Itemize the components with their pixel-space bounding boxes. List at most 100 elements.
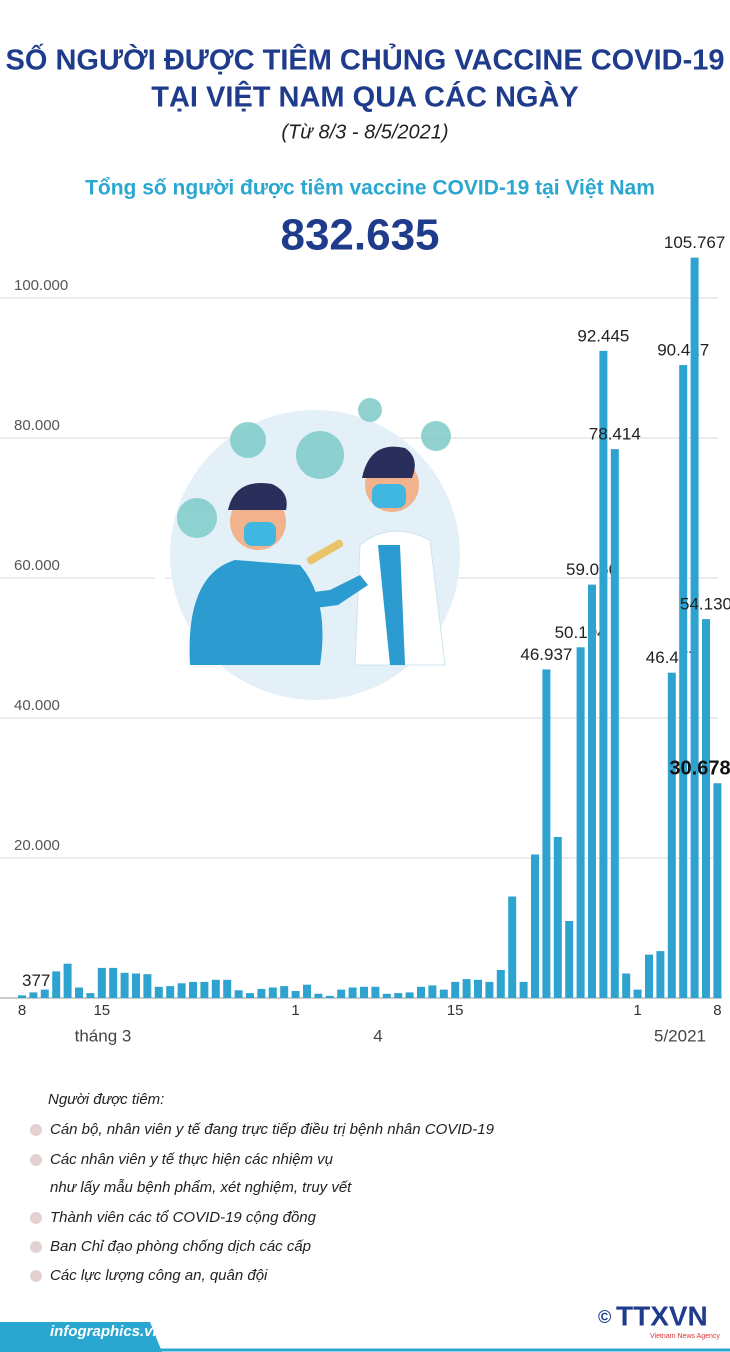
- bar: [690, 257, 699, 999]
- bar: [143, 974, 152, 998]
- bar: [132, 973, 140, 998]
- bar: [18, 995, 26, 998]
- bar: [496, 970, 505, 998]
- bar: [599, 350, 608, 998]
- value-label: 90.417: [657, 341, 709, 360]
- bar: [97, 967, 106, 998]
- note-item: như lấy mẫu bệnh phẩm, xét nghiệm, truy …: [50, 1179, 352, 1196]
- y-tick-label: 40.000: [14, 697, 60, 714]
- x-tick-label: 8: [713, 1002, 721, 1019]
- bar: [542, 669, 551, 998]
- note-item: Cán bộ, nhân viên y tế đang trực tiếp đi…: [50, 1121, 495, 1138]
- copyright: ©: [598, 1307, 611, 1327]
- bar: [291, 991, 300, 998]
- bar: [246, 993, 254, 998]
- total-value: 832.635: [280, 211, 439, 260]
- bar: [40, 989, 49, 998]
- value-label: 46.477: [646, 648, 698, 667]
- bar: [63, 963, 72, 998]
- bar: [679, 365, 688, 998]
- note-item: Ban Chỉ đạo phòng chống dịch các cấp: [50, 1238, 311, 1255]
- bar: [417, 986, 425, 998]
- bar: [120, 972, 129, 998]
- bar: [576, 647, 585, 998]
- bar: [337, 989, 346, 998]
- bar: [622, 973, 631, 998]
- bar: [633, 989, 642, 998]
- bar: [268, 987, 277, 998]
- month-label: 5/2021: [654, 1026, 706, 1045]
- bar: [394, 993, 403, 998]
- bar: [519, 981, 528, 998]
- agency: TTXVN: [616, 1300, 708, 1331]
- bar: [234, 990, 243, 998]
- value-label: 377: [22, 971, 50, 990]
- bar: [428, 985, 437, 998]
- bar: [52, 971, 61, 998]
- bar: [348, 987, 357, 998]
- bar: [75, 987, 83, 998]
- note-item: Các lực lượng công an, quân đội: [50, 1267, 268, 1284]
- bar: [86, 993, 95, 998]
- bar: [462, 979, 471, 998]
- value-label: 54.130: [680, 595, 730, 614]
- y-tick-label: 80.000: [14, 417, 60, 434]
- bullet: [30, 1241, 42, 1253]
- bullet: [30, 1270, 42, 1282]
- x-tick-label: 8: [18, 1002, 26, 1019]
- agency-sub: Vietnam News Agency: [650, 1333, 720, 1340]
- y-tick-label: 100.000: [14, 277, 68, 294]
- bar: [485, 981, 494, 998]
- y-tick-label: 60.000: [14, 557, 60, 574]
- note-item: Thành viên các tổ COVID-19 cộng đồng: [50, 1209, 317, 1226]
- bar: [667, 672, 676, 998]
- x-tick-label: 15: [447, 1002, 464, 1019]
- bar: [360, 986, 368, 998]
- bar: [405, 992, 414, 998]
- bar: [702, 619, 710, 998]
- value-label: 59.056: [566, 560, 618, 579]
- value-label: 105.767: [664, 233, 725, 252]
- bar: [656, 951, 665, 998]
- footer-strip: [0, 1322, 162, 1352]
- total-label: Tổng số người được tiêm vaccine COVID-19…: [85, 177, 655, 200]
- bar: [189, 981, 197, 998]
- bullet: [30, 1124, 42, 1136]
- bullet: [30, 1212, 42, 1224]
- x-tick-label: 1: [633, 1002, 641, 1019]
- bar: [645, 954, 653, 998]
- bar: [382, 993, 391, 998]
- title: SỐ NGƯỜI ĐƯỢC TIÊM CHỦNG VACCINE COVID-1…: [6, 43, 725, 77]
- bar: [325, 995, 334, 998]
- bar: [200, 981, 209, 998]
- bar: [166, 986, 175, 998]
- bar: [177, 983, 186, 998]
- title: TẠI VIỆT NAM QUA CÁC NGÀY: [151, 80, 578, 114]
- note-item: Các nhân viên y tế thực hiện các nhiệm v…: [50, 1151, 334, 1168]
- bar: [474, 979, 482, 998]
- bar: [223, 979, 232, 998]
- month-label: 4: [373, 1026, 382, 1045]
- bar: [371, 986, 380, 998]
- month-label: tháng 3: [75, 1026, 132, 1045]
- bar: [713, 783, 722, 998]
- date-range: (Từ 8/3 - 8/5/2021): [281, 121, 448, 143]
- value-label: 78.414: [589, 425, 641, 444]
- bar: [280, 986, 289, 998]
- illustration: [155, 398, 460, 700]
- bar: [565, 921, 574, 998]
- bar: [109, 967, 118, 998]
- bar: [451, 981, 460, 998]
- bar: [508, 896, 517, 998]
- notes-heading: Người được tiêm:: [48, 1091, 164, 1108]
- bar: [610, 449, 619, 998]
- value-label: 92.445: [577, 326, 629, 345]
- bar: [588, 584, 596, 998]
- y-tick-label: 20.000: [14, 837, 60, 854]
- bar: [211, 979, 220, 998]
- bar: [314, 993, 323, 998]
- bar: [531, 854, 539, 998]
- bar: [257, 988, 266, 998]
- value-label: 50.104: [555, 623, 607, 642]
